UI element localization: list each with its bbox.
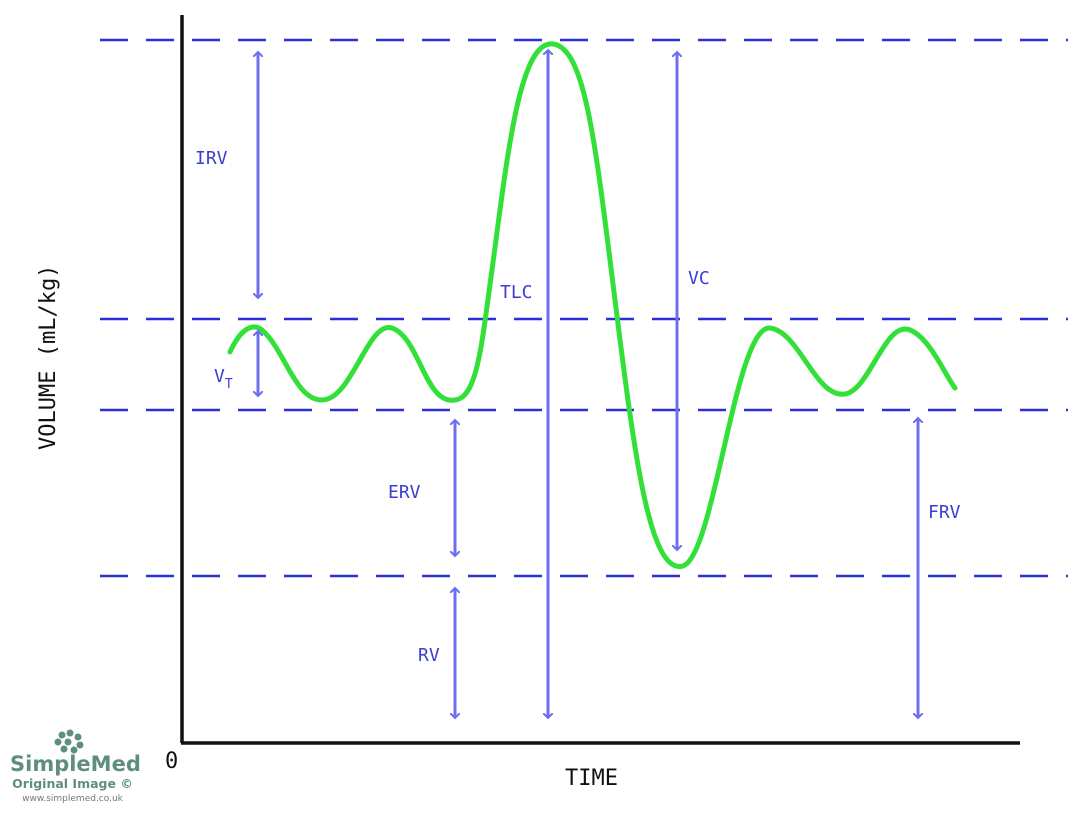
erv-label: ERV: [388, 482, 421, 503]
tlc-label: TLC: [500, 282, 533, 303]
rv-label: RV: [418, 645, 440, 666]
logo-icon: [54, 729, 84, 754]
simplemed-logo: SimpleMed Original Image © www.simplemed…: [10, 752, 141, 804]
logo-name: SimpleMed: [10, 752, 141, 776]
origin-label: 0: [165, 749, 178, 774]
irv-label: IRV: [195, 148, 228, 169]
vt-label: VT: [214, 366, 233, 392]
dashed-levels: [100, 38, 1068, 578]
logo-url: www.simplemed.co.uk: [22, 794, 123, 804]
volume-curve: [227, 41, 958, 569]
frv-label: FRV: [928, 502, 961, 523]
logo-caption: Original Image ©: [12, 776, 133, 791]
x-axis-label: TIME: [565, 766, 618, 791]
vc-label: VC: [688, 268, 710, 289]
arrows: [258, 50, 918, 718]
y-axis-label: VOLUME (mL/kg): [36, 265, 61, 450]
